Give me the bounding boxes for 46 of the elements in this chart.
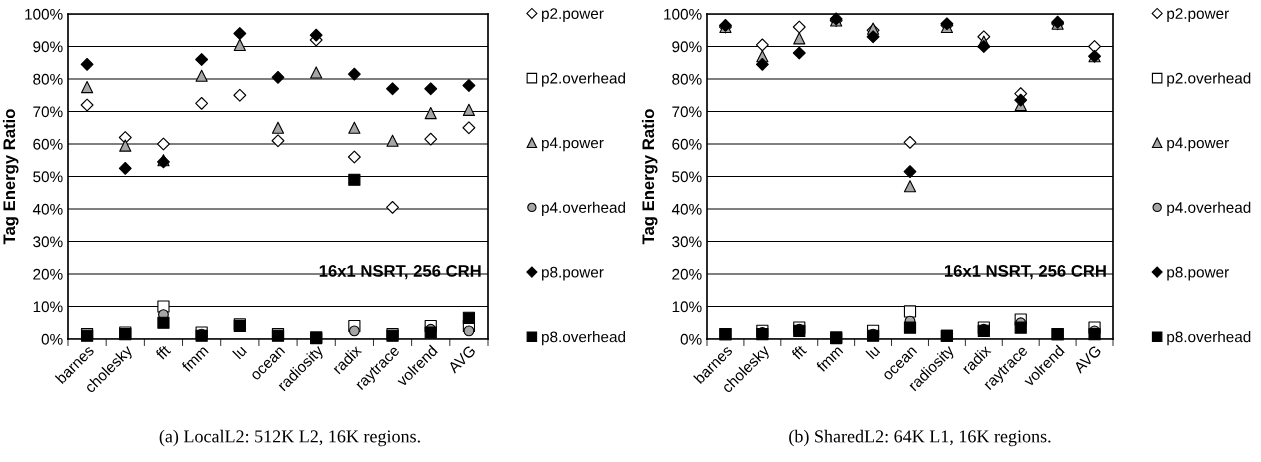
y-tick-label: 0%	[41, 333, 63, 345]
legend-label: p2.power	[1167, 8, 1229, 22]
legend-label: p4.power	[542, 137, 604, 152]
y-tick-label: 50%	[672, 171, 702, 183]
x-tick-label: lu	[232, 344, 248, 360]
y-tick-label: 60%	[672, 138, 702, 150]
legend-label: p4.power	[1167, 137, 1229, 152]
y-tick-label: 20%	[33, 268, 63, 280]
text: (b) SharedL2: 64K L1, 16K regions.	[789, 429, 1051, 447]
y-tick-label: 10%	[672, 301, 702, 313]
y-tick-label: 90%	[672, 41, 702, 53]
y-tick-label: 100%	[25, 8, 63, 20]
text: (a) LocalL2: 512K L2, 16K regions.	[159, 429, 420, 447]
legend-label: p2.overhead	[1167, 72, 1251, 87]
legend-label: p4.overhead	[1167, 201, 1251, 216]
y-tick-label: 0%	[680, 333, 702, 345]
y-tick-label: 40%	[671, 203, 702, 215]
y-tick-label: 70%	[672, 106, 702, 118]
annotation: 16x1 NSRT, 256 CRH	[944, 265, 1106, 280]
x-tick-label: fmm	[180, 344, 209, 373]
y-tick-label: 90%	[33, 41, 63, 53]
y-tick-label: 100%	[664, 8, 702, 20]
annotation: 16x1 NSRT, 256 CRH	[319, 265, 481, 280]
y-tick-label: 10%	[33, 301, 63, 313]
y-axis-title: Tag Energy Ratio	[641, 109, 658, 245]
legend-label: p2.power	[542, 8, 604, 22]
x-tick-label: lu	[865, 344, 881, 360]
legend-label: p8.overhead	[542, 331, 626, 346]
y-tick-label: 30%	[672, 236, 702, 248]
y-tick-label: 50%	[33, 171, 63, 183]
y-tick-label: 70%	[33, 106, 63, 118]
y-tick-label: 20%	[672, 268, 702, 280]
y-tick-label: 80%	[33, 73, 63, 85]
y-tick-label: 80%	[672, 73, 702, 85]
x-tick-label: fft	[790, 343, 808, 361]
y-tick-label: 60%	[33, 138, 63, 150]
y-axis-title: Tag Energy Ratio	[2, 109, 19, 245]
x-tick-label: fmm	[815, 344, 844, 373]
legend-label: p8.power	[542, 266, 604, 281]
legend-label: p8.overhead	[1167, 331, 1251, 346]
legend-label: p8.power	[1167, 266, 1229, 281]
x-tick-label: fft	[154, 343, 172, 361]
legend-label: p2.overhead	[542, 72, 626, 87]
y-tick-label: 30%	[33, 236, 63, 248]
legend-label: p4.overhead	[542, 201, 626, 216]
y-tick-label: 40%	[32, 203, 63, 215]
